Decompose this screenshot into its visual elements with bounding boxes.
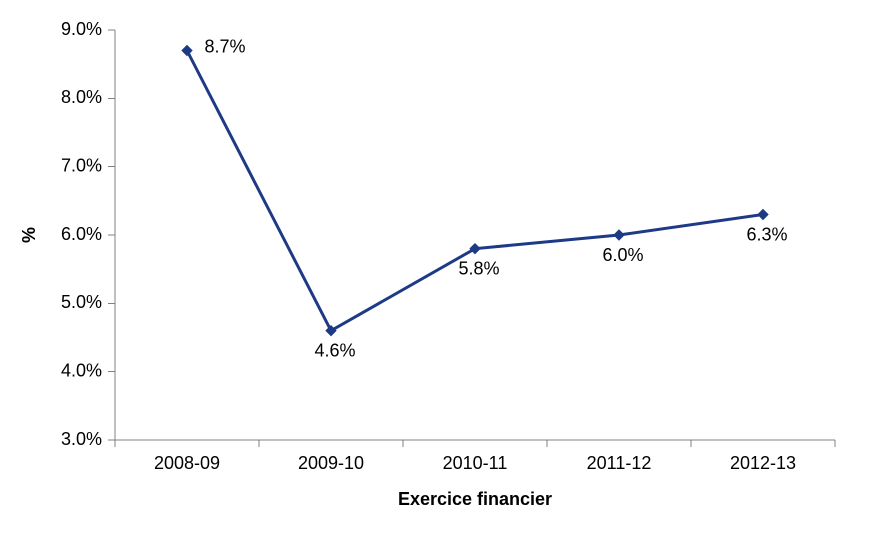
series-marker (758, 210, 768, 220)
y-tick-label: 8.0% (61, 87, 102, 107)
series-data-label: 6.0% (602, 245, 643, 265)
x-tick-label: 2008-09 (154, 453, 220, 473)
y-tick-label: 7.0% (61, 155, 102, 175)
series-marker (182, 46, 192, 56)
x-tick-label: 2009-10 (298, 453, 364, 473)
y-tick-label: 5.0% (61, 292, 102, 312)
y-tick-label: 6.0% (61, 224, 102, 244)
x-tick-label: 2011-12 (587, 453, 652, 473)
x-axis-title: Exercice financier (398, 489, 552, 509)
series-marker (614, 230, 624, 240)
series-data-label: 6.3% (746, 225, 787, 245)
line-chart: 3.0% 4.0% 5.0% 6.0% 7.0% 8.0% 9.0% 2008-09 2009-… (0, 0, 880, 556)
y-tick-label: 9.0% (61, 19, 102, 39)
x-tick-label: 2010-11 (443, 453, 508, 473)
chart-container: 3.0% 4.0% 5.0% 6.0% 7.0% 8.0% 9.0% 2008-09 2009-… (0, 0, 880, 556)
y-tick-label: 3.0% (61, 429, 102, 449)
series-data-label: 4.6% (314, 341, 355, 361)
series-data-label: 8.7% (204, 37, 245, 57)
x-tick-label: 2012-13 (730, 453, 796, 473)
y-axis-title: % (19, 227, 39, 243)
series-data-label: 5.8% (458, 259, 499, 279)
series-line (187, 51, 763, 331)
y-tick-label: 4.0% (61, 360, 102, 380)
